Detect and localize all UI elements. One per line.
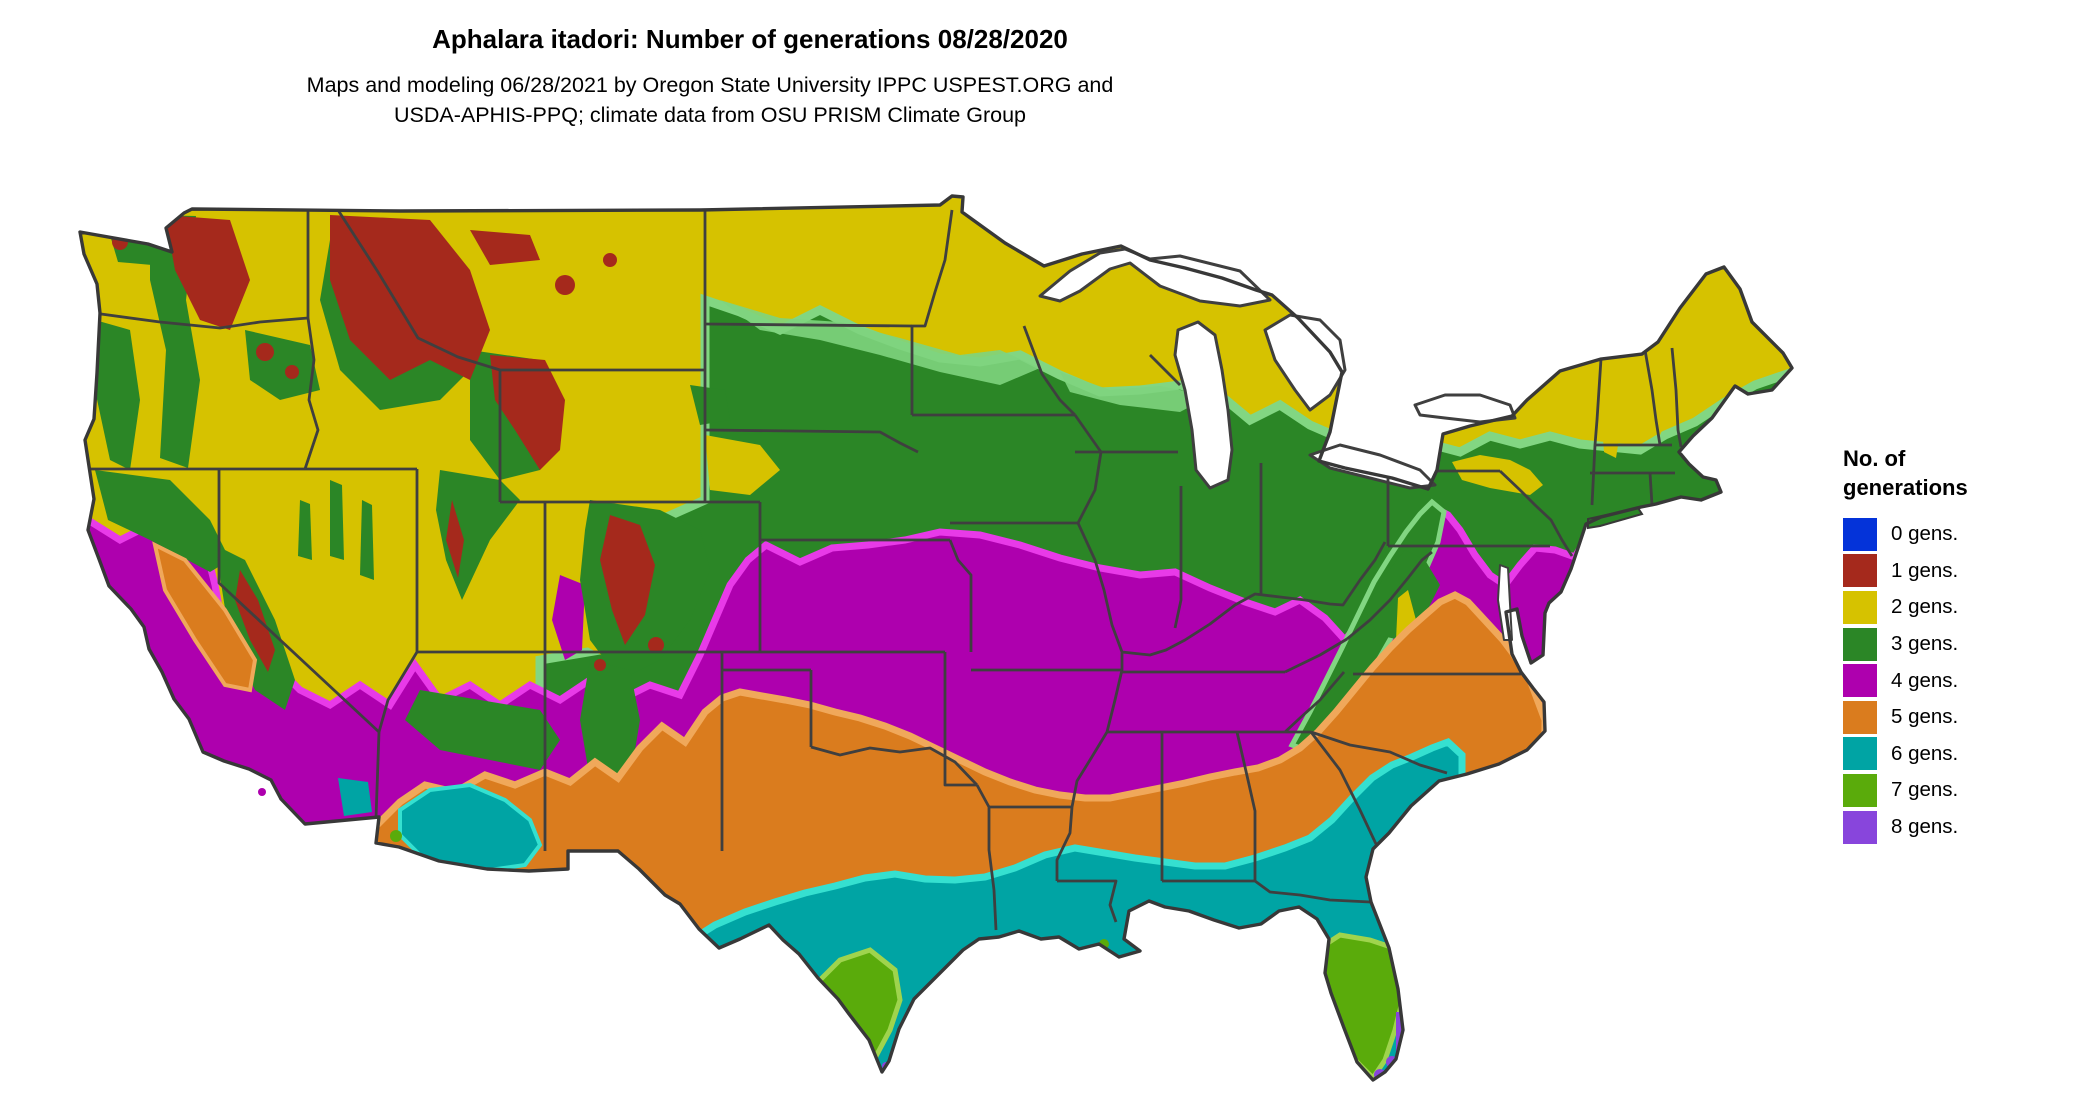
legend-swatch <box>1843 554 1877 588</box>
legend-item: 4 gens. <box>1843 662 2073 699</box>
legend-item: 5 gens. <box>1843 699 2073 736</box>
legend-swatch <box>1843 627 1877 661</box>
zone-nh-whites <box>1628 378 1670 435</box>
legend-swatch <box>1843 517 1877 551</box>
legend-item: 8 gens. <box>1843 809 2073 846</box>
legend-swatch <box>1843 664 1877 698</box>
legend-swatch <box>1843 700 1877 734</box>
legend-title: No. of generations <box>1843 446 1968 500</box>
zones-1gen <box>112 215 664 672</box>
legend-items: 0 gens. 1 gens. 2 gens. 3 gens. 4 gens. 5 gen… <box>1843 516 2073 845</box>
legend-swatch <box>1843 773 1877 807</box>
zone-imperial <box>338 778 372 816</box>
legend-label: 2 gens. <box>1891 595 1959 619</box>
state-borders <box>86 209 1683 931</box>
zone-ny-southern-tier <box>1452 455 1543 495</box>
page-title: Aphalara itadori: Number of generations … <box>432 24 1068 54</box>
legend-label: 0 gens. <box>1891 522 1959 546</box>
zone-transition-nd <box>720 300 1040 385</box>
legend-swatch <box>1843 590 1877 624</box>
legend-label: 6 gens. <box>1891 741 1959 765</box>
zone-sanluis <box>552 575 585 660</box>
legend-item: 1 gens. <box>1843 553 2073 590</box>
legend-swatch <box>1843 810 1877 844</box>
caption-line-2: USDA-APHIS-PPQ; climate data from OSU PR… <box>393 103 1027 127</box>
zones-8gens <box>882 1012 1402 1080</box>
map-zones <box>80 196 1792 1080</box>
great-lakes <box>1038 247 1517 641</box>
zone-yuma <box>390 830 402 842</box>
map-caption: Maps and modeling 06/28/2021 by Oregon S… <box>0 70 1420 130</box>
zone-transition-mn <box>1060 372 1210 412</box>
legend-label: 3 gens. <box>1891 632 1959 656</box>
legend-item: 2 gens. <box>1843 589 2073 626</box>
map-legend: No. of generations 0 gens. 1 gens. 2 gens.… <box>1843 444 2073 845</box>
legend-item: 0 gens. <box>1843 516 2073 553</box>
legend-item: 7 gens. <box>1843 772 2073 809</box>
legend-swatch <box>1843 737 1877 771</box>
caption-line-1: Maps and modeling 06/28/2021 by Oregon S… <box>306 73 1114 97</box>
zone-central-valley <box>152 541 258 693</box>
legend-item: 3 gens. <box>1843 626 2073 663</box>
us-outline <box>78 194 1794 1082</box>
zone-vt-greens <box>1600 362 1622 458</box>
legend-label: 4 gens. <box>1891 668 1959 692</box>
legend-label: 1 gens. <box>1891 558 1959 582</box>
legend-label: 8 gens. <box>1891 815 1959 839</box>
legend-label: 7 gens. <box>1891 778 1959 802</box>
zone-wne-plains <box>705 435 780 495</box>
legend-label: 5 gens. <box>1891 705 1959 729</box>
legend-item: 6 gens. <box>1843 736 2073 773</box>
